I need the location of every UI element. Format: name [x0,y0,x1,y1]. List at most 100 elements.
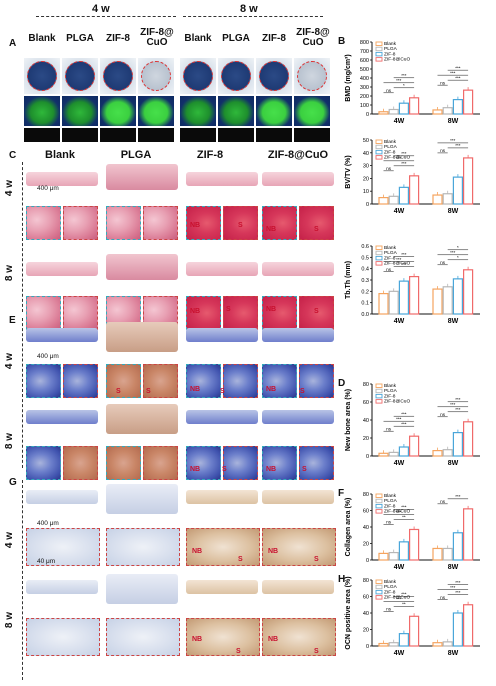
bar-zif-8 [452,98,464,115]
y-tick-label: 800 [360,40,369,46]
ocn-zoom [106,528,180,566]
col-header: PLGA [222,33,250,44]
sig-label: ns [386,88,392,93]
masson-zoom [26,364,61,398]
bar-blank [378,196,389,205]
masson-zoom [106,364,141,398]
region-tag: S [314,648,319,655]
sig-label: *** [450,585,456,590]
y-tick-label: 0 [366,112,369,118]
legend-label: ZIF-8@CuO [384,57,410,63]
micro-ct-3d [218,96,254,126]
sig-label: *** [455,75,461,80]
sig-label: *** [396,510,402,515]
bar-plga [388,108,399,115]
sig-label: ns [440,412,446,417]
divider-4w [36,16,176,17]
bar-chart: 0 10 20 30 40 50 BV/TV (%) 4W ns *** *** *** 8W ns ***… [336,136,492,227]
masson-zoom [106,446,141,480]
x-tick-label: 8W [448,460,459,467]
sig-label: * [403,83,405,88]
legend-label: ZIF-8@CuO [384,399,410,405]
masson-overview [186,328,258,342]
bar-blank [378,642,389,647]
legend-label: PLGA [384,46,398,52]
hist-header: PLGA [120,149,152,161]
bar-zif-8 [452,278,464,315]
panel-label-h: H [338,574,346,585]
legend-swatch [375,155,383,160]
he-zoom [223,206,258,240]
masson-zoom [299,364,334,398]
panel-label-b: B [338,36,346,47]
y-tick-label: 700 [360,49,369,55]
y-tick-label: 80 [363,382,369,388]
bar-zif-8-cuo [408,615,420,647]
panel-label-g: G [9,477,17,488]
he-zoom [299,296,334,330]
region-tag: S [222,466,227,473]
legend-swatch [375,393,383,399]
region-tag: NB [266,386,277,393]
ocn-zoom [26,618,100,656]
bar-zif-8 [452,532,464,561]
hist-header: Blank [45,149,75,161]
legend-swatch [375,261,383,266]
legend-swatch [375,51,383,57]
legend-label: Blank [384,579,397,585]
ocn-zoom [26,528,100,566]
masson-zoom [143,446,178,480]
x-tick-label: 4W [394,118,405,125]
region-tag: NB [266,306,277,313]
sig-label: *** [455,397,461,402]
masson-zoom [143,364,178,398]
masson-zoom [26,446,61,480]
y-tick-label: 0 [366,558,369,564]
micro-ct-section [24,128,60,142]
x-tick-label: 4W [394,564,405,571]
bar-zif-8 [398,102,410,115]
legend-swatch [375,139,383,144]
masson-zoom [63,364,98,398]
micro-ct-image [294,58,330,94]
legend-label: PLGA [384,388,398,394]
sig-label: ns [386,520,392,525]
bar-zif-8 [452,431,464,457]
he-overview [106,254,178,280]
sig-label: *** [450,70,456,75]
panel-label-a: A [9,38,17,49]
x-tick-label: 8W [448,118,459,125]
x-tick-label: 4W [394,650,405,657]
micro-ct-3d [24,96,60,126]
he-zoom [186,206,221,240]
scale-bar-label: 400 μm [37,353,59,360]
legend-label: ZIF-8@CuO [384,509,410,515]
y-tick-label: 10 [363,189,369,195]
sig-label: *** [401,262,407,267]
bar-zif-8-cuo [462,89,474,115]
he-zoom [63,206,98,240]
sig-label: ns [440,148,446,153]
legend-swatch [375,250,383,256]
bar-chart: 0 20 40 60 80 Collagen area (%) 4W ns ** *** *** 8W… [336,490,492,583]
legend-label: ZIF-8 [384,589,396,595]
bar-plga [442,449,453,457]
legend-swatch [375,144,383,150]
bar-plga [388,451,399,457]
sig-label: *** [450,250,456,255]
x-tick-label: 8W [448,318,459,325]
masson-overview [106,404,178,434]
region-tag: S [302,466,307,473]
masson-overview [262,328,334,342]
legend-label: PLGA [384,584,398,590]
row-time: 4 w [4,180,15,197]
bar-zif-8 [452,612,464,647]
bar-zif-8-cuo [408,528,420,561]
legend-label: Blank [384,245,397,251]
micro-ct-section [100,128,136,142]
bar-blank [432,194,443,205]
sig-label: *** [396,156,402,161]
masson-zoom [63,446,98,480]
region-tag: S [116,388,121,395]
